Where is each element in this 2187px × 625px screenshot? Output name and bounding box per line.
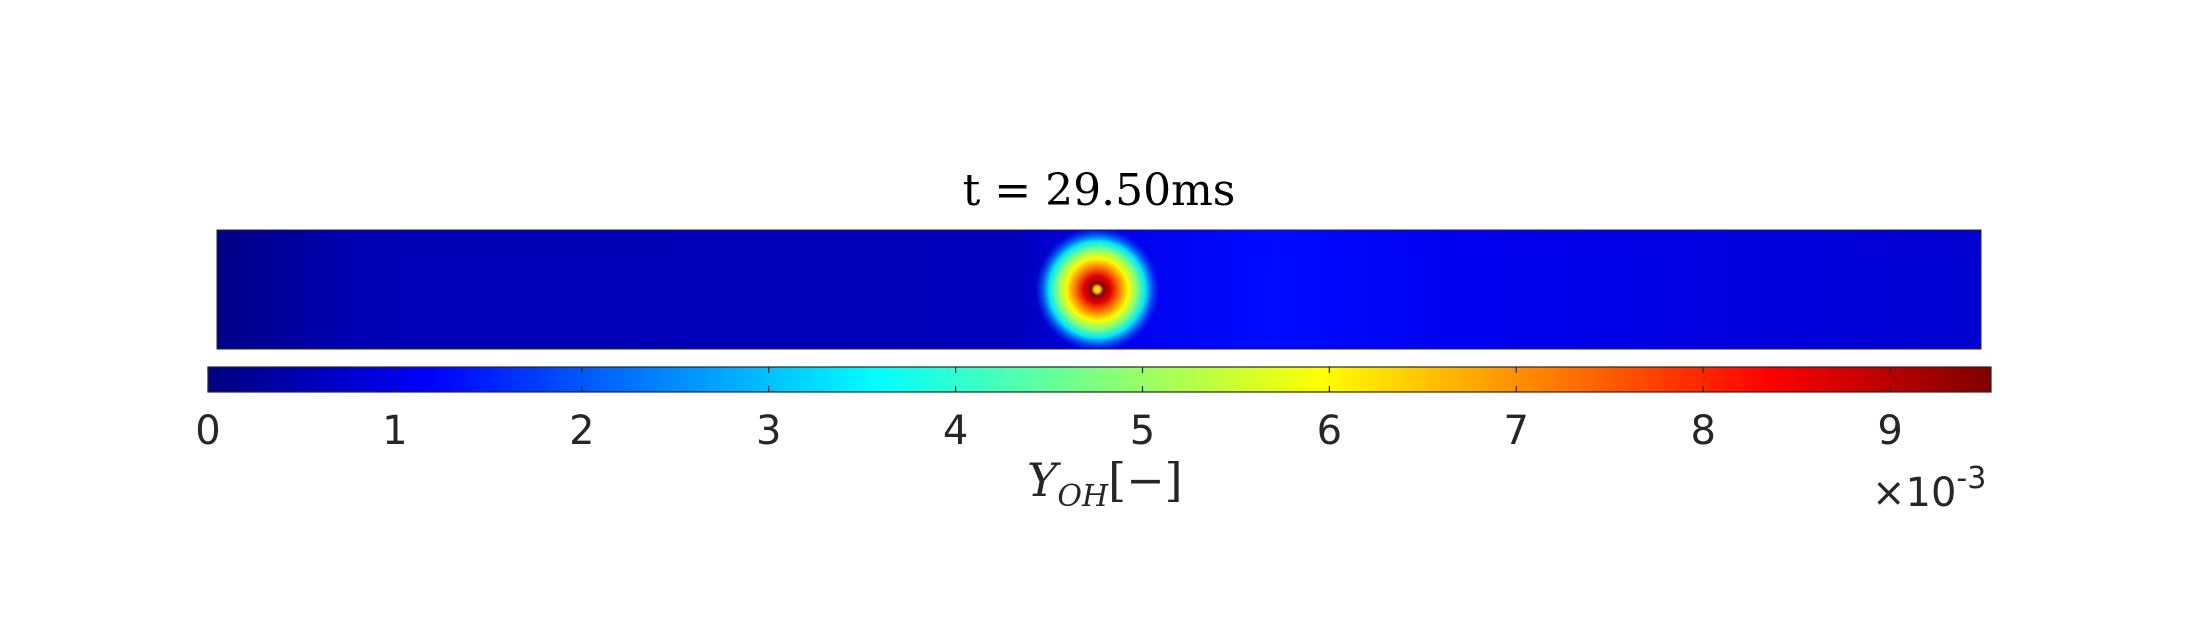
colorbar-tick-label: 3 bbox=[756, 408, 781, 454]
colorbar-label-unit: [−] bbox=[1108, 453, 1182, 507]
chart-title: t = 29.50ms bbox=[963, 165, 1236, 216]
colorbar-label-main: Y bbox=[1027, 453, 1062, 507]
colorbar-gradient bbox=[208, 367, 1991, 392]
colorbar-tick-label: 2 bbox=[569, 408, 594, 454]
field-panel bbox=[216, 229, 1982, 350]
colorbar-tick-label: 9 bbox=[1877, 408, 1902, 454]
colorbar-tick-label: 6 bbox=[1317, 408, 1342, 454]
colorbar-tick-label: 4 bbox=[943, 408, 968, 454]
colorbar-scale-exponent: -3 bbox=[1956, 461, 1986, 496]
colorbar-tick-label: 0 bbox=[195, 408, 220, 454]
colorbar-tick-label: 7 bbox=[1504, 408, 1529, 454]
colorbar-tick-labels: 0 1 2 3 4 5 6 7 8 9 bbox=[195, 408, 1903, 454]
colorbar: 0 1 2 3 4 5 6 7 8 9 YOH[−] ×10-3 bbox=[195, 366, 1992, 516]
oh-hotspot bbox=[1035, 230, 1160, 349]
colorbar-border bbox=[207, 366, 1992, 393]
colorbar-tick-label: 1 bbox=[382, 408, 407, 454]
colorbar-scale-multiplier: ×10 bbox=[1872, 470, 1956, 516]
colorbar-label: YOH[−] bbox=[1027, 453, 1183, 514]
colorbar-tick-label: 5 bbox=[1130, 408, 1155, 454]
colorbar-scale: ×10-3 bbox=[1872, 461, 1986, 516]
colorbar-tick-label: 8 bbox=[1690, 408, 1715, 454]
field-border bbox=[216, 229, 1982, 350]
colorbar-label-sub: OH bbox=[1057, 479, 1109, 514]
